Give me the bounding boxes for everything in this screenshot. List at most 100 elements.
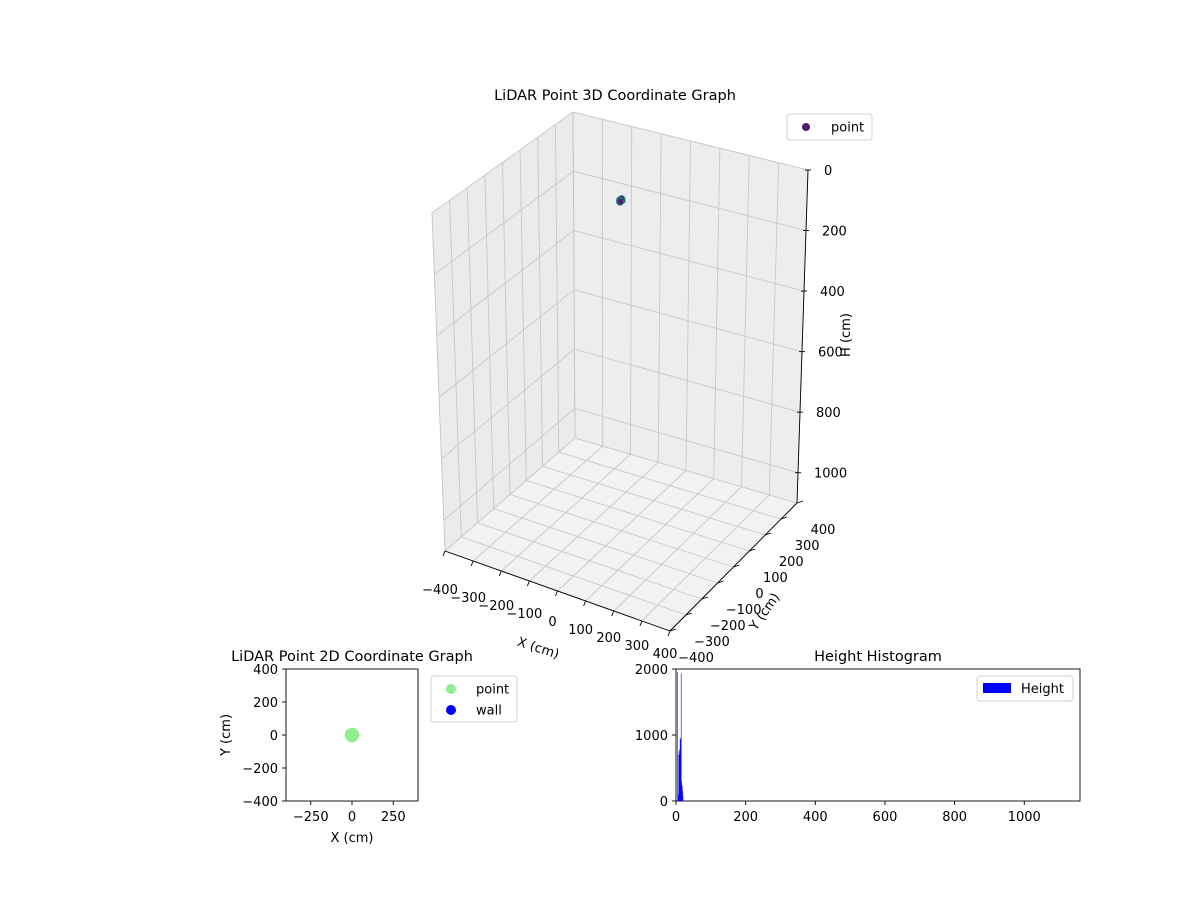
z-tick-label: 600 (818, 346, 843, 361)
x-tick (667, 630, 671, 637)
legend-label-point: point (476, 683, 509, 698)
x-tick-label: −200 (478, 599, 514, 614)
x-tick-label: 0 (672, 810, 680, 825)
y-tick-label: −200 (710, 619, 746, 634)
histogram-bar (681, 786, 683, 801)
histogram-bar (678, 794, 679, 801)
chart-3d-z-axis-label: H (cm) (839, 313, 854, 357)
x-tick-label: 1000 (1008, 810, 1041, 825)
x-tick-label: −250 (293, 810, 329, 825)
y-gridline (449, 200, 687, 616)
x-tick (611, 610, 615, 617)
histogram-bar (681, 784, 683, 801)
x-tick-label: 800 (942, 810, 967, 825)
legend-marker-point (446, 684, 456, 694)
histogram-bar (680, 740, 682, 801)
y-tick (733, 564, 740, 568)
chart-3d-legend: point (786, 113, 873, 141)
histogram-legend: Height (976, 675, 1074, 702)
bar-group (677, 672, 684, 801)
y-tick-label: −400 (242, 795, 278, 810)
data-point-point (346, 730, 358, 743)
x-tick-label: 0 (348, 810, 356, 825)
y-tick (780, 516, 788, 520)
y-gridline (484, 175, 718, 584)
x-tick (639, 620, 643, 627)
chart-2d-y-axis-label: Y (cm) (219, 714, 234, 757)
x-tick-label: 200 (733, 810, 758, 825)
series-group (615, 195, 626, 206)
y-tick (685, 612, 693, 616)
legend-label-height: Height (1021, 682, 1064, 697)
histogram-title: Height Histogram (814, 649, 942, 665)
x-tick (498, 570, 502, 577)
y-tick-label: 2000 (635, 663, 668, 678)
grid-group (431, 111, 809, 632)
y-tick-label: −200 (242, 762, 278, 777)
histogram-bar (682, 795, 684, 801)
z-axis-line (796, 169, 809, 504)
series-group (344, 727, 360, 743)
histogram-bar (677, 672, 678, 801)
y-tick (669, 628, 677, 632)
x-tick-label: −400 (422, 583, 458, 598)
chart-3d-title: LiDAR Point 3D Coordinate Graph (494, 88, 736, 104)
x-tick-label: 600 (873, 810, 898, 825)
x-tick-label: 400 (803, 810, 828, 825)
tick-group: −250 0 250 −400 −200 0 200 400 (242, 663, 405, 825)
histogram-bar (681, 781, 682, 801)
x-tick-label: 200 (596, 631, 621, 646)
y-tick (717, 580, 724, 584)
y-tick-label: 0 (660, 795, 668, 810)
x-tick (470, 560, 474, 567)
histogram-bar (682, 791, 683, 801)
y-tick-label: 0 (270, 729, 278, 744)
legend-swatch-height (983, 683, 1011, 693)
y-tick (765, 532, 772, 536)
y-tick (796, 500, 804, 504)
x-tick (555, 590, 558, 597)
legend-label-wall: wall (476, 704, 502, 719)
y-tick (749, 548, 756, 552)
z-tick-label: 800 (816, 406, 841, 421)
histogram-bar (679, 749, 680, 801)
histogram-bar (680, 673, 682, 801)
x-tick-label: 100 (568, 623, 593, 638)
legend-marker-wall (446, 705, 456, 715)
y-tick-label: 1000 (635, 729, 668, 744)
y-gridline (554, 124, 782, 520)
y-tick-label: 0 (755, 587, 763, 602)
y-gridline (519, 149, 750, 552)
histogram-bar (678, 751, 680, 801)
chart-2d-legend: point wall (430, 675, 518, 723)
x-tick-label: −100 (507, 607, 543, 622)
chart-2d-title: LiDAR Point 2D Coordinate Graph (231, 649, 473, 665)
z-tick-label: 400 (820, 285, 845, 300)
histogram-chart: 0 200 400 600 800 1000 0 1000 2000 Height Histog… (635, 649, 1081, 825)
y-gridline (502, 162, 734, 568)
x-tick-label: 0 (548, 615, 556, 630)
y-gridline (572, 111, 798, 504)
data-point (616, 198, 625, 206)
histogram-bar (680, 738, 681, 801)
y-tick-label: −300 (694, 635, 730, 650)
x-tick-label: 250 (381, 810, 406, 825)
y-tick-label: 200 (779, 555, 804, 570)
legend-marker-point (802, 123, 810, 131)
y-gridline (466, 187, 702, 600)
z-gridline (441, 348, 801, 460)
legend-frame (786, 113, 873, 141)
z-tick-label: 1000 (814, 467, 847, 482)
z-gridline (434, 170, 807, 275)
y-tick-label: 200 (253, 696, 278, 711)
z-tick-label: 0 (824, 164, 832, 179)
histogram-bar (679, 754, 681, 801)
x-tick (442, 550, 446, 557)
y-tick-label: 400 (253, 663, 278, 678)
y-tick-label: 400 (811, 523, 836, 538)
tick-group: 0 200 400 600 800 1000 0 1000 2000 (635, 663, 1041, 825)
x-tick (526, 580, 530, 587)
